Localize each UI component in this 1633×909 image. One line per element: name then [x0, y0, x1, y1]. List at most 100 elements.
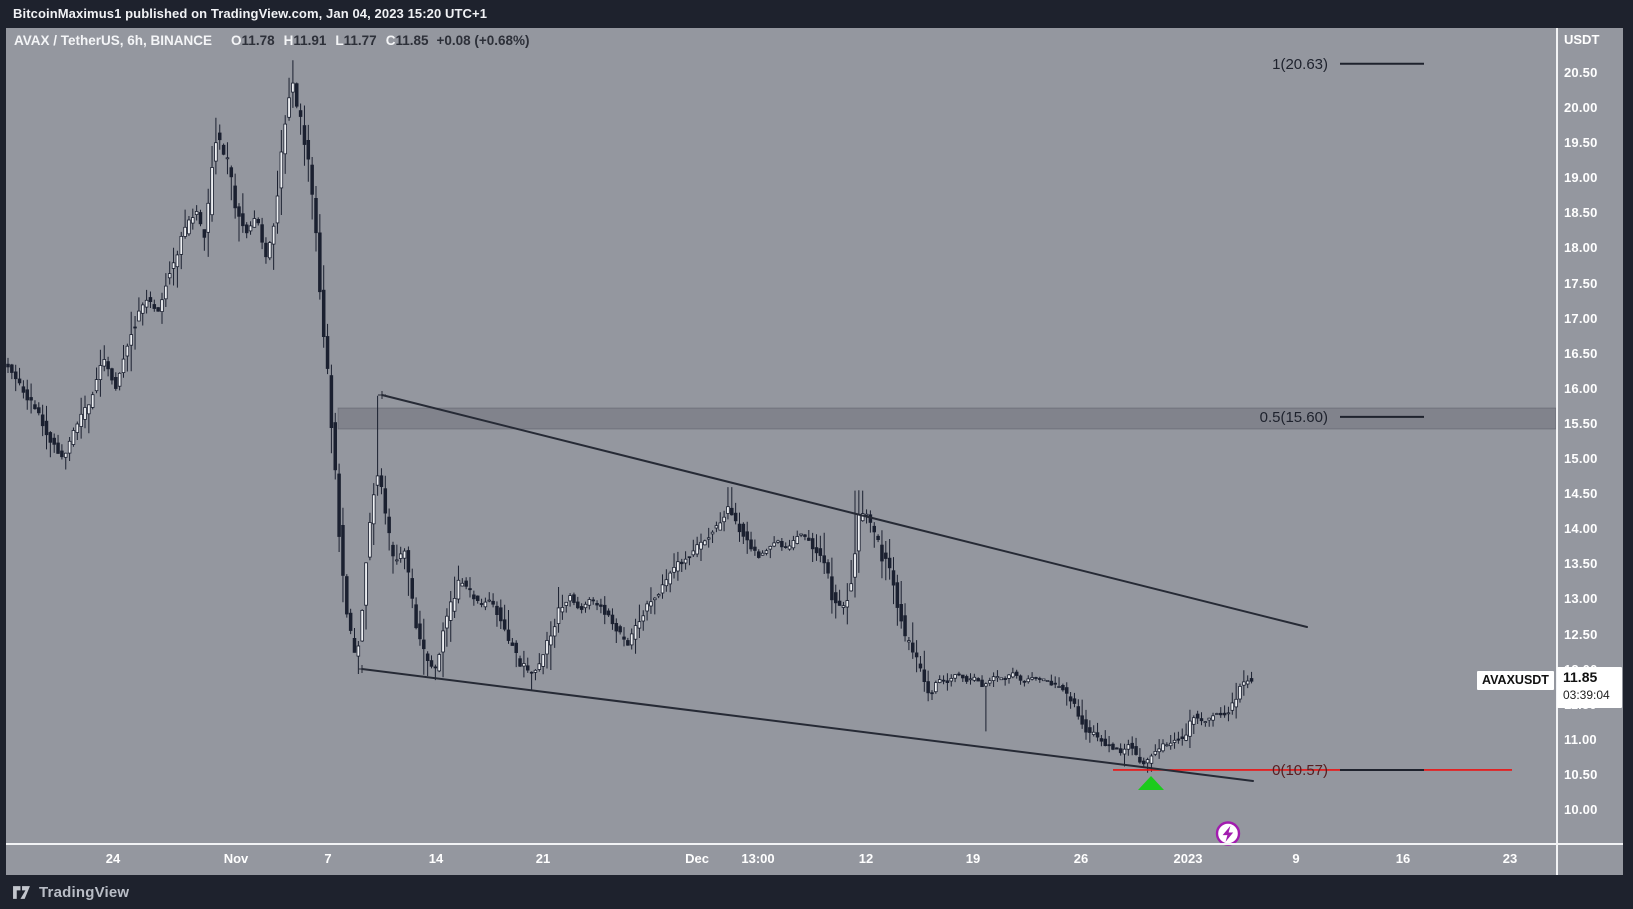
candle-down: [526, 665, 530, 671]
ohlc-values: O11.78 H11.91 L11.77 C11.85: [222, 33, 428, 48]
candle-down: [884, 552, 888, 559]
candle-up: [660, 584, 665, 594]
price-tick-label: 20.00: [1564, 100, 1598, 115]
candle-up: [1245, 680, 1250, 685]
time-tick-label: 24: [105, 851, 121, 866]
candle-up: [1122, 748, 1127, 755]
candle-down: [237, 206, 241, 217]
candle-down: [495, 605, 499, 615]
fib-level-label: 1(20.63): [1272, 56, 1328, 73]
price-tick-label: 15.50: [1564, 415, 1598, 431]
candle-down: [1034, 677, 1038, 679]
candle-down: [922, 669, 927, 683]
candle-up: [248, 225, 253, 232]
time-axis-separator: [6, 843, 1623, 845]
time-tick-label: Nov: [223, 851, 249, 866]
candle-up: [1057, 686, 1061, 688]
candle-down: [306, 139, 311, 160]
candle-down: [479, 603, 484, 605]
candle-down: [606, 610, 611, 616]
candle-up: [718, 522, 723, 531]
candle-up: [437, 654, 441, 672]
candle-up: [1207, 717, 1211, 721]
candle-down: [1107, 744, 1111, 747]
candle-down: [1018, 675, 1023, 681]
candle-up: [934, 682, 938, 693]
candle-down: [56, 442, 60, 454]
candle-up: [937, 679, 942, 683]
candle-up: [972, 676, 977, 681]
candle-down: [1065, 687, 1069, 694]
candle-up: [795, 536, 800, 544]
candle-up: [79, 413, 83, 427]
candle-up: [448, 601, 453, 621]
candle-down: [745, 531, 749, 541]
candle-up: [210, 167, 214, 216]
candle-up: [726, 506, 730, 514]
candle-down: [21, 386, 26, 393]
candle-up: [552, 626, 557, 637]
candle-up: [398, 553, 403, 559]
candle-down: [260, 224, 264, 243]
candle-down: [1134, 746, 1138, 755]
candle-up: [364, 562, 368, 606]
candle-down: [591, 599, 595, 602]
candle-up: [953, 674, 957, 679]
price-tick-label: 11.00: [1564, 731, 1597, 747]
candle-up: [907, 640, 911, 643]
candle-up: [187, 219, 191, 235]
candle-up: [841, 605, 846, 608]
candle-down: [13, 371, 18, 380]
candle-up: [129, 334, 133, 346]
price-tick-label: 19.50: [1564, 135, 1598, 151]
candle-down: [1038, 678, 1042, 680]
candle-up: [845, 600, 850, 608]
candle-up: [1192, 717, 1196, 725]
candle-down: [433, 666, 438, 669]
candle-up: [1165, 744, 1169, 747]
candle-down: [1061, 685, 1065, 691]
candle-down: [1068, 696, 1073, 702]
ohlc-key: H: [283, 33, 294, 48]
candle-up: [179, 235, 183, 255]
candle-down: [110, 368, 114, 381]
candle-up: [291, 82, 295, 93]
candle-down: [37, 407, 41, 414]
candle-up: [1030, 677, 1034, 680]
candle-up: [857, 514, 861, 552]
candle-down: [1176, 738, 1181, 741]
candle-down: [472, 594, 476, 600]
candle-down: [44, 420, 49, 436]
last-price-value: 11.85: [1563, 669, 1598, 685]
candle-down: [1222, 712, 1227, 716]
candle-down: [1099, 738, 1104, 742]
candle-up: [1153, 751, 1158, 755]
candle-down: [603, 604, 607, 615]
candle-down: [872, 525, 877, 533]
candle-down: [1118, 748, 1123, 754]
candle-down: [425, 653, 430, 662]
candle-up: [968, 678, 973, 681]
candles-layer[interactable]: [6, 60, 1254, 773]
candle-up: [487, 599, 491, 602]
candle-down: [429, 660, 434, 667]
candle-up: [541, 654, 545, 667]
candle-down: [114, 376, 118, 389]
candle-up: [283, 123, 287, 155]
candle-up: [460, 582, 465, 587]
candle-down: [1080, 715, 1084, 725]
candle-up: [252, 218, 257, 228]
right-frame: [1623, 28, 1633, 875]
candle-down: [244, 224, 249, 234]
candle-down: [579, 606, 584, 610]
candle-up: [772, 542, 776, 547]
candle-down: [229, 167, 234, 178]
candle-up: [637, 621, 642, 629]
candle-up: [991, 676, 996, 682]
candle-up: [279, 151, 284, 189]
candle-up: [799, 533, 803, 536]
candle-down: [737, 523, 742, 533]
candle-up: [1026, 678, 1031, 683]
candle-up: [1242, 681, 1246, 686]
